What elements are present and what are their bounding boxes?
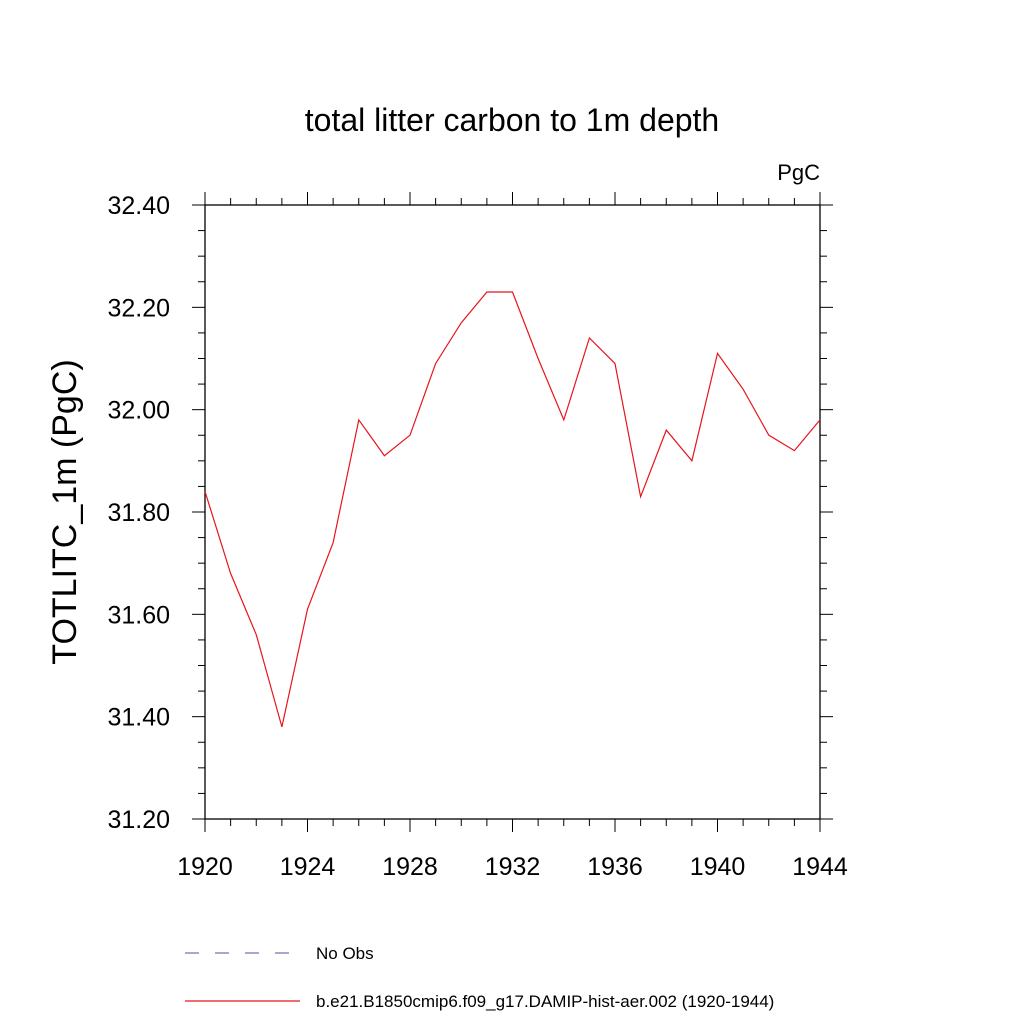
x-tick-label: 1932 — [485, 853, 541, 881]
axis-ticks: 1920 1924 1928 1932 1936 1940 1944 31.20 31.40 31… — [107, 192, 848, 881]
y-axis-label: TOTLITC_1m (PgC) — [46, 359, 84, 664]
x-tick-label: 1940 — [690, 853, 746, 881]
y-tick-label: 31.40 — [107, 704, 170, 732]
series-layer — [204, 291, 821, 728]
x-tick-label: 1944 — [792, 853, 848, 881]
units-label: PgC — [777, 160, 820, 185]
plot-frame — [204, 204, 821, 820]
series-line — [204, 291, 821, 728]
y-tick-label: 32.20 — [107, 294, 170, 322]
x-tick-label: 1920 — [177, 853, 233, 881]
x-tick-label: 1924 — [280, 853, 336, 881]
y-tick-label: 31.20 — [107, 806, 170, 834]
legend: No Obs b.e21.B1850cmip6.f09_g17.DAMIP-his… — [185, 944, 774, 1011]
legend-label: No Obs — [316, 944, 374, 963]
x-tick-label: 1936 — [587, 853, 643, 881]
y-tick-label: 31.60 — [107, 601, 170, 629]
y-tick-label: 32.00 — [107, 397, 170, 425]
y-tick-label: 31.80 — [107, 499, 170, 527]
x-tick-label: 1928 — [382, 853, 438, 881]
axes — [204, 204, 821, 820]
chart-title: total litter carbon to 1m depth — [305, 102, 719, 138]
legend-label: b.e21.B1850cmip6.f09_g17.DAMIP-hist-aer.… — [316, 992, 774, 1011]
y-tick-label: 32.40 — [107, 192, 170, 220]
